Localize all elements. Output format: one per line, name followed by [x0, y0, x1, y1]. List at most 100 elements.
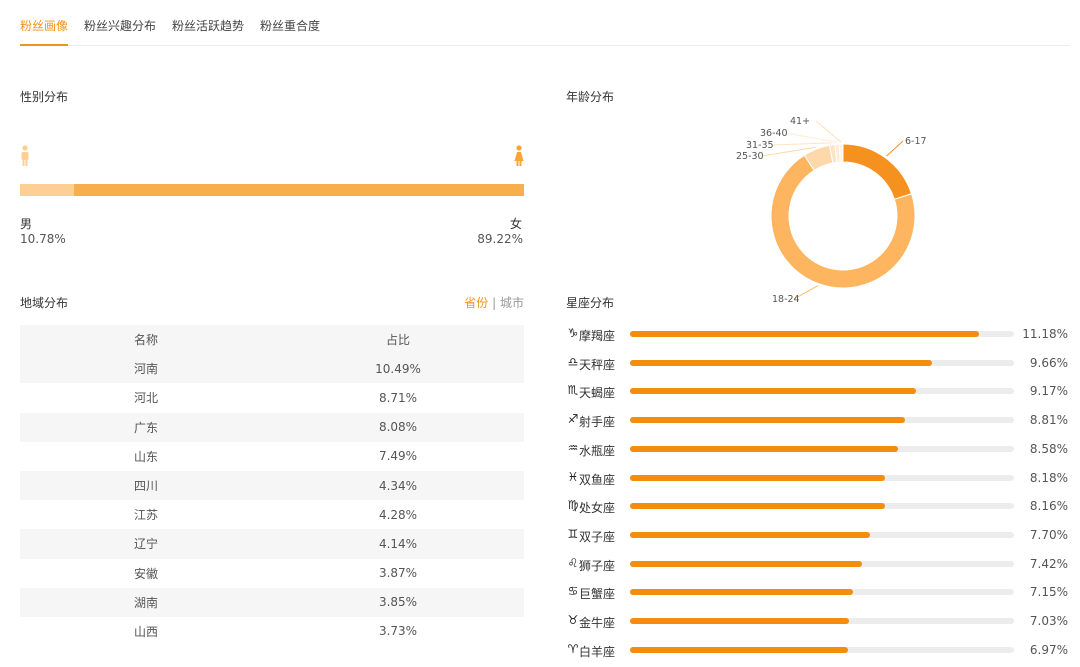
zodiac-percent: 7.70%: [1029, 527, 1068, 542]
zodiac-row: ♈ 白羊座 6.97%: [566, 640, 1072, 660]
male-percent: 10.78%: [20, 232, 66, 246]
zodiac-sign-icon: ♒: [567, 440, 579, 455]
table-row: 湖南 3.85%: [20, 587, 524, 617]
zodiac-sign-icon: ♌: [567, 555, 579, 570]
zodiac-bar-fill: [630, 474, 886, 481]
zodiac-percent: 7.42%: [1029, 556, 1068, 571]
table-row: 广东 8.08%: [20, 412, 524, 442]
zodiac-percent: 7.03%: [1029, 614, 1068, 628]
column-header-name: 名称: [20, 325, 272, 355]
tab-bar: 粉丝画像 粉丝兴趣分布 粉丝活跃趋势 粉丝重合度: [20, 0, 1070, 46]
table-row: 四川 4.34%: [20, 470, 524, 501]
region-share: 3.85%: [272, 587, 524, 617]
toggle-province[interactable]: 省份: [464, 296, 489, 310]
age-leader-line: [785, 132, 838, 143]
zodiac-percent: 8.18%: [1029, 470, 1068, 485]
age-section-title: 年龄分布: [566, 90, 615, 104]
donut-slice-6-17: [842, 143, 913, 200]
region-section-title: 地域分布: [20, 296, 69, 310]
zodiac-sign-icon: ♈: [567, 641, 579, 656]
region-share: 10.49%: [272, 354, 524, 384]
female-icon: [514, 145, 524, 166]
zodiac-name: 天秤座: [579, 357, 616, 372]
zodiac-sign-icon: ♋: [567, 584, 579, 599]
zodiac-bar-track: [630, 359, 1014, 366]
age-leader-line: [771, 142, 832, 146]
zodiac-bar-fill: [630, 503, 885, 510]
zodiac-percent: 8.81%: [1029, 413, 1068, 428]
zodiac-sign-icon: ♏: [567, 383, 579, 398]
region-share: 8.08%: [272, 412, 524, 442]
gender-ratio-bar: [20, 184, 524, 196]
zodiac-row: ♒ 水瓶座 8.58%: [566, 439, 1072, 459]
donut-slice-18-24: [770, 154, 916, 289]
toggle-separator: |: [492, 296, 497, 310]
zodiac-bar-fill: [630, 388, 917, 395]
female-percent: 89.22%: [477, 232, 523, 246]
zodiac-row: ♉ 金牛座 7.03%: [566, 611, 1072, 631]
age-label: 36-40: [760, 128, 788, 139]
region-share: 4.28%: [378, 507, 418, 522]
region-name: 山东: [133, 449, 158, 464]
table-row: 山东 7.49%: [20, 442, 524, 471]
age-leader-line: [815, 120, 842, 143]
tab-fan-interest[interactable]: 粉丝兴趣分布: [84, 19, 157, 33]
zodiac-row: ♏ 天蝎座 9.17%: [566, 381, 1072, 401]
zodiac-bar-fill: [630, 618, 850, 624]
age-leader-line: [761, 146, 816, 157]
table-row: 安徽 3.87%: [20, 559, 524, 588]
zodiac-row: ♓ 双鱼座 8.18%: [566, 468, 1072, 488]
zodiac-row: ♍ 处女座 8.16%: [566, 496, 1072, 516]
zodiac-percent: 9.17%: [1029, 384, 1068, 399]
zodiac-bar-fill: [630, 560, 862, 567]
zodiac-name: 双鱼座: [579, 472, 616, 487]
zodiac-sign-icon: ♑: [567, 326, 579, 340]
zodiac-row: ♑ 摩羯座 11.18%: [566, 324, 1072, 344]
zodiac-row: ♐ 射手座 8.81%: [566, 410, 1072, 430]
zodiac-bar-fill: [630, 331, 980, 337]
zodiac-bar-track: [630, 445, 1014, 452]
region-share: 4.14%: [272, 529, 524, 559]
table-row: 江苏 4.28%: [20, 500, 524, 529]
zodiac-sign-icon: ♊: [567, 526, 579, 541]
tab-fan-activity[interactable]: 粉丝活跃趋势: [172, 19, 245, 33]
donut-slice-41+: [838, 143, 844, 163]
gender-bar-male: [20, 184, 75, 196]
zodiac-bar-fill: [630, 417, 906, 424]
zodiac-name: 水瓶座: [579, 443, 616, 458]
zodiac-name: 天蝎座: [579, 386, 616, 401]
zodiac-bar-track: [630, 331, 1014, 337]
zodiac-row: ♌ 狮子座 7.42%: [566, 554, 1072, 574]
zodiac-row: ♋ 巨蟹座 7.15%: [566, 582, 1072, 602]
zodiac-bar-fill: [630, 589, 854, 596]
zodiac-bar-fill: [630, 646, 848, 653]
age-label: 18-24: [772, 294, 800, 305]
zodiac-bar-fill: [630, 445, 898, 452]
table-row: 河北 8.71%: [20, 383, 524, 412]
zodiac-bar-track: [630, 474, 1014, 481]
zodiac-row: ♊ 双子座 7.70%: [566, 525, 1072, 545]
table-header-row: 名称 占比: [20, 325, 524, 355]
male-icon: [21, 145, 29, 166]
age-label: 31-35: [746, 140, 774, 151]
zodiac-bar-track: [630, 503, 1014, 510]
zodiac-bar-track: [630, 589, 1014, 596]
age-leader-line: [793, 285, 819, 300]
zodiac-sign-icon: ♎: [567, 354, 579, 369]
zodiac-bar-fill: [630, 531, 871, 538]
region-name: 湖南: [20, 587, 272, 617]
tab-fan-profile[interactable]: 粉丝画像: [20, 0, 69, 46]
tab-fan-overlap[interactable]: 粉丝重合度: [260, 19, 321, 33]
region-name: 辽宁: [20, 529, 272, 559]
zodiac-bar-track: [630, 417, 1014, 424]
table-row: 河南 10.49%: [20, 354, 524, 384]
region-toggle: 省份 | 城市: [464, 294, 524, 311]
toggle-city[interactable]: 城市: [499, 296, 524, 310]
table-row: 山西 3.73%: [20, 617, 524, 646]
zodiac-name: 金牛座: [579, 616, 616, 630]
zodiac-name: 射手座: [579, 415, 616, 430]
zodiac-row: ♎ 天秤座 9.66%: [566, 353, 1072, 373]
zodiac-name: 摩羯座: [579, 329, 616, 343]
zodiac-sign-icon: ♐: [567, 412, 579, 427]
